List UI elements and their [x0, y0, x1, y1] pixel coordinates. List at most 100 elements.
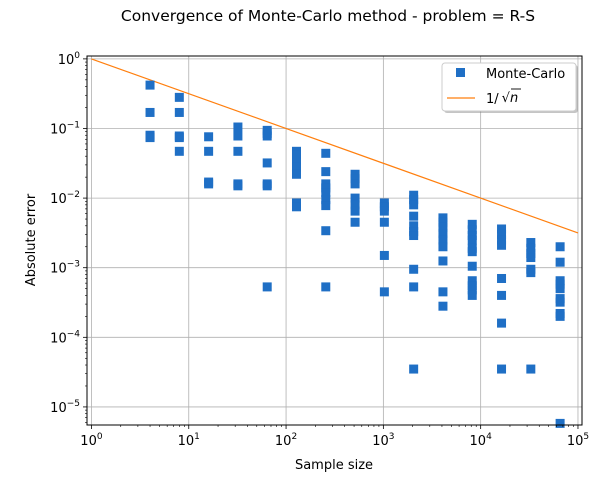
monte-carlo-point — [497, 318, 507, 328]
monte-carlo-point — [350, 193, 360, 203]
monte-carlo-point — [438, 242, 448, 252]
monte-carlo-point — [321, 226, 331, 236]
monte-carlo-point — [350, 179, 360, 189]
monte-carlo-point — [233, 146, 243, 156]
monte-carlo-point — [379, 287, 389, 297]
monte-carlo-point — [409, 221, 419, 231]
monte-carlo-point — [438, 217, 448, 227]
monte-carlo-point — [379, 206, 389, 216]
monte-carlo-point — [555, 297, 565, 307]
monte-carlo-point — [497, 240, 507, 250]
monte-carlo-point — [526, 268, 536, 278]
monte-carlo-point — [409, 364, 419, 374]
monte-carlo-point — [204, 132, 214, 142]
monte-carlo-point — [555, 257, 565, 267]
grid — [87, 56, 582, 425]
monte-carlo-point — [526, 364, 536, 374]
monte-carlo-point — [555, 242, 565, 252]
monte-carlo-point — [321, 282, 331, 292]
monte-carlo-point — [409, 282, 419, 292]
monte-carlo-point — [321, 195, 331, 205]
monte-carlo-point — [174, 107, 184, 117]
monte-carlo-point — [467, 290, 477, 300]
monte-carlo-point — [379, 217, 389, 227]
x-tick-label: 100 — [80, 432, 103, 449]
monte-carlo-point — [174, 146, 184, 156]
monte-carlo-point — [233, 131, 243, 141]
y-axis-label: Absolute error — [24, 193, 39, 286]
monte-carlo-point — [555, 418, 565, 428]
y-tick-label: 10−2 — [50, 190, 80, 207]
monte-carlo-point — [497, 290, 507, 300]
monte-carlo-point — [555, 311, 565, 321]
monte-carlo-point — [526, 253, 536, 263]
monte-carlo-point — [438, 229, 448, 239]
monte-carlo-point — [497, 229, 507, 239]
y-tick-label: 10−3 — [50, 260, 80, 277]
legend-label-monte-carlo: Monte-Carlo — [486, 67, 565, 82]
reference-line-1-over-sqrt-n — [91, 58, 579, 234]
reference-line-layer — [91, 58, 579, 234]
monte-carlo-point — [409, 211, 419, 221]
monte-carlo-point — [350, 174, 360, 184]
monte-carlo-point — [409, 264, 419, 274]
x-tick-label: 104 — [470, 432, 493, 449]
monte-carlo-point — [350, 217, 360, 227]
monte-carlo-point — [467, 225, 477, 235]
monte-carlo-points — [145, 80, 565, 428]
x-axis-label: Sample size — [295, 458, 373, 473]
x-axis-ticks: 100 101 102 103 104 105 — [80, 425, 589, 449]
monte-carlo-point — [291, 162, 301, 172]
monte-carlo-point — [467, 219, 477, 229]
monte-carlo-point — [174, 133, 184, 143]
monte-carlo-point — [467, 261, 477, 271]
monte-carlo-point — [497, 273, 507, 283]
monte-carlo-point — [145, 133, 155, 143]
monte-carlo-point — [438, 301, 448, 311]
y-tick-label: 10−4 — [50, 329, 80, 346]
monte-carlo-point — [291, 202, 301, 212]
monte-carlo-point — [262, 158, 272, 168]
monte-carlo-point — [262, 282, 272, 292]
x-tick-label: 101 — [178, 432, 200, 449]
x-tick-label: 102 — [275, 432, 297, 449]
monte-carlo-point — [321, 188, 331, 198]
monte-carlo-point — [497, 224, 507, 234]
monte-carlo-point — [321, 148, 331, 158]
monte-carlo-point — [350, 206, 360, 216]
monte-carlo-point — [174, 92, 184, 102]
monte-carlo-point — [438, 222, 448, 232]
monte-carlo-point — [204, 146, 214, 156]
monte-carlo-point — [379, 250, 389, 260]
monte-carlo-point — [321, 167, 331, 177]
monte-carlo-point — [438, 235, 448, 245]
chart-title: Convergence of Monte-Carlo method - prob… — [121, 7, 535, 25]
y-axis-ticks: 100 10−1 10−2 10−3 10−4 10−5 — [50, 51, 87, 423]
monte-carlo-point — [291, 155, 301, 165]
plot-frame — [86, 55, 583, 426]
sqrt-symbol: √ — [502, 91, 511, 106]
monte-carlo-point — [409, 200, 419, 210]
monte-carlo-point — [321, 183, 331, 193]
legend-label-reference: 1/√n — [486, 91, 518, 107]
monte-carlo-point — [438, 287, 448, 297]
monte-carlo-point — [321, 201, 331, 211]
monte-carlo-point — [526, 243, 536, 253]
legend: Monte-Carlo 1/√n — [441, 62, 578, 113]
x-tick-label: 103 — [372, 432, 394, 449]
monte-carlo-point — [467, 247, 477, 257]
monte-carlo-point — [291, 169, 301, 179]
monte-carlo-point — [233, 181, 243, 191]
monte-carlo-point — [409, 195, 419, 205]
legend-box — [441, 62, 577, 112]
monte-carlo-point — [145, 107, 155, 117]
monte-carlo-point — [467, 235, 477, 245]
monte-carlo-point — [350, 200, 360, 210]
monte-carlo-point — [555, 284, 565, 294]
monte-carlo-point — [497, 364, 507, 374]
monte-carlo-point — [204, 179, 214, 189]
legend-square-marker-icon — [456, 68, 465, 77]
monte-carlo-point — [438, 256, 448, 266]
monte-carlo-point — [233, 122, 243, 132]
y-tick-label: 100 — [58, 51, 81, 68]
